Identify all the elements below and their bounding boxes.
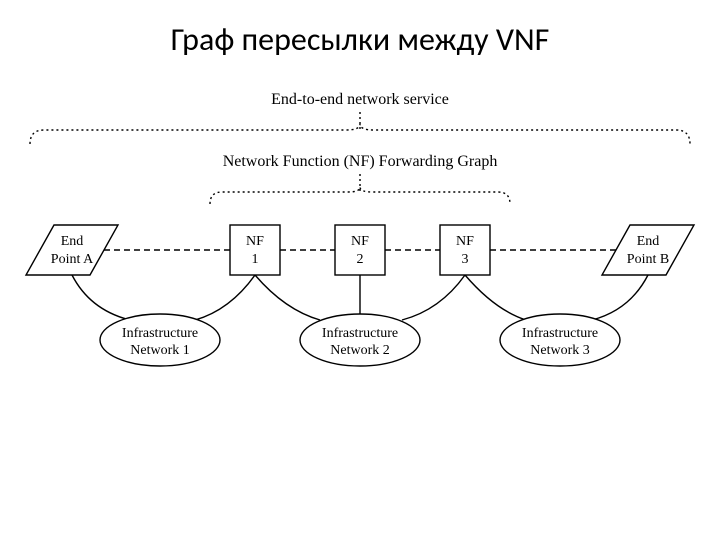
link-solid-5 bbox=[465, 275, 526, 320]
nf-3-l1: NF bbox=[456, 234, 474, 249]
infra-2-l2: Network 2 bbox=[330, 343, 390, 358]
nf-1-l1: NF bbox=[246, 234, 264, 249]
endpoint-b-l1: End bbox=[637, 234, 660, 249]
diagram: End-to-end network service Network Functi… bbox=[20, 80, 700, 380]
slide-title: Граф пересылки между VNF bbox=[0, 20, 720, 59]
link-solid-6 bbox=[592, 275, 648, 320]
link-solid-0 bbox=[72, 275, 130, 320]
nf-1 bbox=[230, 225, 280, 275]
subtitle-nffg: Network Function (NF) Forwarding Graph bbox=[223, 153, 498, 170]
slide: { "title": "Граф пересылки между VNF", "… bbox=[0, 0, 720, 540]
infra-3-l1: Infrastructure bbox=[522, 326, 598, 341]
endpoint-b-l2: Point B bbox=[627, 252, 669, 267]
nf-3 bbox=[440, 225, 490, 275]
link-solid-2 bbox=[255, 275, 320, 320]
link-solid-1 bbox=[195, 275, 255, 320]
infra-3-l2: Network 3 bbox=[530, 343, 590, 358]
nf-3-l2: 3 bbox=[462, 252, 469, 267]
nf-2-l2: 2 bbox=[357, 252, 364, 267]
nf-1-l2: 1 bbox=[252, 252, 259, 267]
nf-2-l1: NF bbox=[351, 234, 369, 249]
endpoint-a-l1: End bbox=[61, 234, 84, 249]
infra-1-l1: Infrastructure bbox=[122, 326, 198, 341]
link-solid-4 bbox=[402, 275, 465, 320]
infra-2-l1: Infrastructure bbox=[322, 326, 398, 341]
endpoint-a-l2: Point A bbox=[51, 252, 94, 267]
nf-2 bbox=[335, 225, 385, 275]
subtitle-e2e: End-to-end network service bbox=[271, 91, 449, 108]
infra-1-l2: Network 1 bbox=[130, 343, 190, 358]
